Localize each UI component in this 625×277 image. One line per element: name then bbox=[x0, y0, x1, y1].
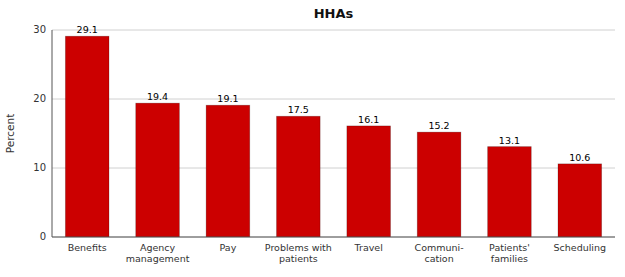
y-tick-label: 10 bbox=[33, 162, 46, 173]
x-tick-label: Agencymanagement bbox=[126, 242, 190, 264]
x-axis-line bbox=[52, 237, 615, 238]
data-label: 17.5 bbox=[288, 104, 309, 115]
x-tick-label-line: Patients' bbox=[489, 242, 530, 253]
chart-container: 0 10 20 30 29.1 19.4 19.1 17.5 16.1 15.2 13.1 10.6 B… bbox=[0, 0, 625, 277]
x-tick-label: Benefits bbox=[68, 242, 107, 253]
x-tick-label: Communi-cation bbox=[415, 242, 464, 264]
data-label: 16.1 bbox=[358, 114, 379, 125]
y-tick-label: 0 bbox=[40, 231, 46, 242]
bar bbox=[558, 164, 602, 237]
data-label: 10.6 bbox=[569, 152, 590, 163]
x-tick-label-line: patients bbox=[279, 253, 318, 264]
grid bbox=[52, 30, 615, 237]
y-tick-label: 20 bbox=[33, 93, 46, 104]
x-tick-label-line: management bbox=[126, 253, 190, 264]
bar bbox=[206, 105, 250, 237]
x-tick-label-line: Scheduling bbox=[554, 242, 607, 253]
grid-line bbox=[52, 99, 615, 100]
x-tick-label-line: Travel bbox=[354, 242, 383, 253]
data-label: 19.4 bbox=[147, 91, 168, 102]
bar bbox=[65, 36, 109, 237]
x-tick-label-line: Communi- bbox=[415, 242, 464, 253]
y-axis-line bbox=[52, 30, 53, 237]
bar bbox=[347, 126, 391, 237]
x-tick-label-line: Pay bbox=[220, 242, 237, 253]
x-tick-label-line: Agency bbox=[140, 242, 176, 253]
bar bbox=[417, 132, 461, 237]
data-label: 29.1 bbox=[77, 24, 98, 35]
x-tick-label: Pay bbox=[220, 242, 237, 253]
chart-svg: 0 10 20 30 29.1 19.4 19.1 17.5 16.1 15.2 13.1 10.6 B… bbox=[0, 0, 625, 277]
title: HHAs bbox=[314, 6, 354, 21]
bar bbox=[276, 116, 320, 237]
x-tick-label-line: Benefits bbox=[68, 242, 107, 253]
data-label: 15.2 bbox=[428, 120, 449, 131]
x-tick-label-line: families bbox=[491, 253, 528, 264]
data-label: 13.1 bbox=[499, 135, 520, 146]
bar bbox=[136, 103, 180, 237]
data-label: 19.1 bbox=[217, 93, 238, 104]
grid-line bbox=[52, 30, 615, 31]
x-tick-label-line: cation bbox=[424, 253, 453, 264]
x-tick-label-line: Problems with bbox=[265, 242, 332, 253]
x-tick-label: Patients'families bbox=[489, 242, 530, 264]
y-tick-label: 30 bbox=[33, 24, 46, 35]
x-tick-label: Problems withpatients bbox=[265, 242, 332, 264]
y-axis-label: Percent bbox=[4, 114, 16, 154]
x-tick-label: Scheduling bbox=[554, 242, 607, 253]
bars bbox=[65, 36, 601, 237]
grid-line bbox=[52, 237, 615, 238]
bar bbox=[488, 147, 532, 237]
x-tick-label: Travel bbox=[354, 242, 383, 253]
